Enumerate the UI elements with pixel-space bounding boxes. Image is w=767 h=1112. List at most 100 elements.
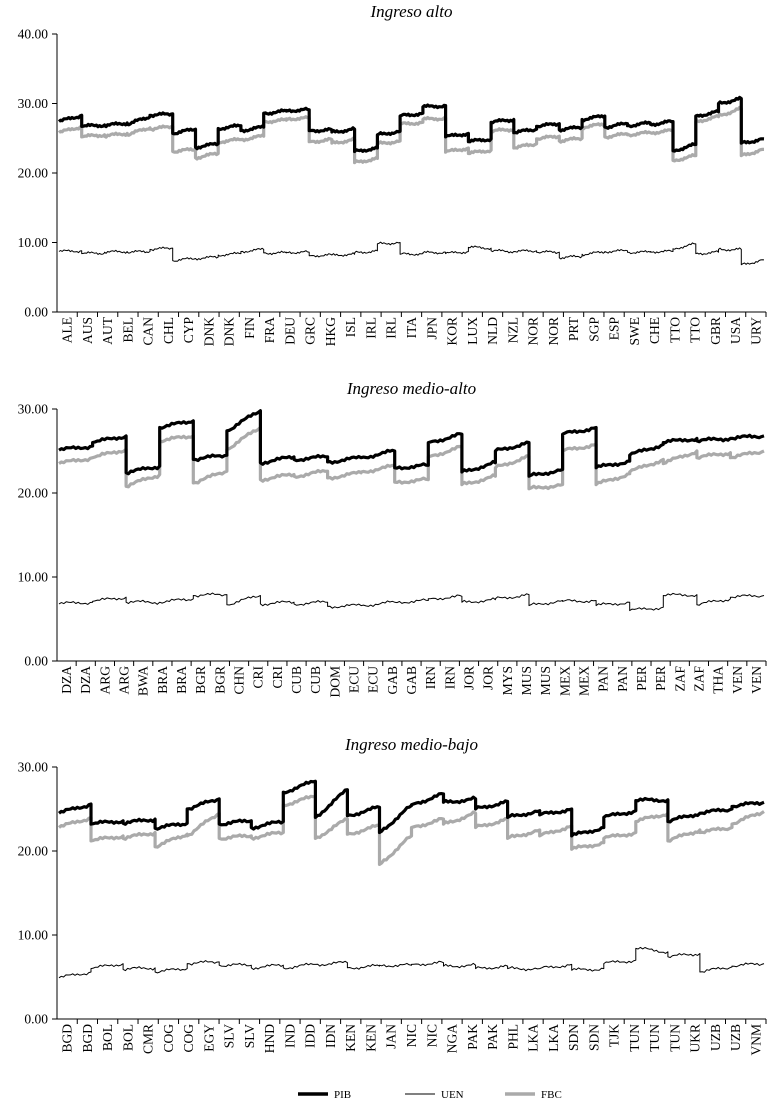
series-line-uen xyxy=(58,241,765,266)
x-tick-label: BEL xyxy=(120,317,135,343)
x-tick-label: GBR xyxy=(708,317,723,345)
x-tick-label: PER xyxy=(653,666,668,691)
x-tick-label: BGR xyxy=(212,666,227,694)
x-tick-label: UZB xyxy=(708,1024,723,1051)
x-tick-label: TUN xyxy=(647,1024,662,1052)
legend-label-pib: PIB xyxy=(334,1089,351,1101)
x-tick-label: TJK xyxy=(607,1024,622,1048)
x-tick-label: CHE xyxy=(647,317,662,344)
x-tick-label: ZAF xyxy=(672,666,687,692)
y-tick-label: 20.00 xyxy=(18,166,49,181)
x-tick-label: TUN xyxy=(667,1024,682,1052)
x-tick-label: GAB xyxy=(404,666,419,695)
x-tick-label: NLD xyxy=(485,317,500,345)
x-tick-label: IRL xyxy=(384,317,399,339)
x-tick-label: LUX xyxy=(465,317,480,345)
x-tick-label: PAK xyxy=(465,1024,480,1050)
x-tick-label: BOL xyxy=(120,1024,135,1051)
x-tick-label: TUN xyxy=(627,1024,642,1052)
x-tick-label: AUS xyxy=(80,317,95,344)
y-tick-label: 0.00 xyxy=(24,305,48,320)
x-tick-label: HND xyxy=(262,1024,277,1053)
x-tick-label: CRI xyxy=(270,666,285,689)
x-tick-label: NOR xyxy=(546,317,561,346)
x-tick-label: ECU xyxy=(366,666,381,693)
x-tick-label: MUS xyxy=(538,666,553,695)
x-tick-label: BWA xyxy=(136,666,151,696)
x-tick-label: SDN xyxy=(566,1024,581,1051)
x-tick-label: DEU xyxy=(282,317,297,345)
x-tick-label: UKR xyxy=(688,1024,703,1053)
x-tick-label: MUS xyxy=(519,666,534,695)
x-tick-label: THA xyxy=(711,666,726,694)
x-tick-label: KOR xyxy=(445,317,460,346)
x-tick-label: CUB xyxy=(289,666,304,694)
x-tick-label: CHN xyxy=(232,666,247,695)
x-tick-label: IND xyxy=(282,1024,297,1048)
x-tick-label: CHL xyxy=(161,317,176,344)
x-tick-label: SLV xyxy=(242,1024,257,1049)
y-tick-label: 0.00 xyxy=(24,654,48,669)
x-tick-label: SGP xyxy=(586,317,601,342)
x-tick-label: BGD xyxy=(60,1024,75,1053)
x-tick-label: IRN xyxy=(423,666,438,690)
x-tick-label: CRI xyxy=(251,666,266,689)
x-tick-label: NGA xyxy=(445,1024,460,1053)
x-tick-label: ARG xyxy=(97,666,112,695)
x-tick-label: BRA xyxy=(174,666,189,694)
x-tick-label: UZB xyxy=(728,1024,743,1051)
series-line-fbc xyxy=(57,105,764,165)
legend: PIB UEN FBC xyxy=(298,1089,562,1101)
y-tick-label: 20.00 xyxy=(18,844,49,859)
y-tick-label: 10.00 xyxy=(18,235,49,250)
x-tick-label: IDN xyxy=(323,1024,338,1048)
x-tick-label: SDN xyxy=(586,1024,601,1051)
x-tick-label: LKA xyxy=(546,1024,561,1052)
x-tick-label: COG xyxy=(181,1024,196,1053)
x-tick-label: PAN xyxy=(615,666,630,692)
x-tick-label: BOL xyxy=(100,1024,115,1051)
x-tick-label: IDD xyxy=(303,1024,318,1048)
x-tick-label: ECU xyxy=(347,666,362,693)
x-tick-label: ISL xyxy=(343,317,358,337)
x-tick-label: NZL xyxy=(505,317,520,343)
x-tick-label: LKA xyxy=(526,1024,541,1052)
legend-label-uen: UEN xyxy=(441,1089,464,1101)
panel-title: Ingreso medio-bajo xyxy=(344,735,478,754)
x-tick-label: SWE xyxy=(627,317,642,346)
panel-2: Ingreso medio-alto 0.00 10.00 20.00 30.00 DZA… xyxy=(18,379,767,698)
x-tick-label: JAN xyxy=(384,1024,399,1049)
x-tick-label: IRN xyxy=(442,666,457,690)
x-tick-label: FIN xyxy=(242,317,257,339)
x-tick-label: PAN xyxy=(596,666,611,692)
x-tick-label: KEN xyxy=(363,1024,378,1052)
x-tick-label: DNK xyxy=(222,317,237,346)
x-tick-label: CAN xyxy=(141,317,156,346)
y-tick-label: 30.00 xyxy=(18,760,49,775)
x-tick-label: ITA xyxy=(404,317,419,339)
series-line-pib xyxy=(58,409,765,478)
x-tick-label: CYP xyxy=(181,317,196,343)
y-tick-label: 10.00 xyxy=(18,570,49,585)
x-tick-label: NIC xyxy=(424,1024,439,1047)
x-tick-label: USA xyxy=(728,317,743,344)
x-tick-label: AUT xyxy=(100,316,115,344)
x-tick-label: NOR xyxy=(526,317,541,346)
series-line-pib xyxy=(58,779,765,838)
x-tick-label: EGY xyxy=(201,1024,216,1052)
panel-3: Ingreso medio-bajo 0.00 10.00 20.00 30.00 BGD… xyxy=(18,735,767,1056)
x-tick-label: TTO xyxy=(688,317,703,343)
x-tick-label: FRA xyxy=(262,317,277,344)
x-tick-label: PRT xyxy=(566,316,581,341)
x-tick-label: ALE xyxy=(60,317,75,343)
panel-title: Ingreso alto xyxy=(369,2,452,21)
y-tick-label: 30.00 xyxy=(18,96,49,111)
x-tick-label: PAK xyxy=(485,1024,500,1050)
x-tick-label: VEN xyxy=(749,666,764,694)
x-tick-label: GRC xyxy=(303,317,318,345)
x-tick-label: VNM xyxy=(748,1024,763,1056)
y-tick-label: 40.00 xyxy=(18,27,49,42)
series-line-uen xyxy=(58,946,765,979)
x-tick-label: HKG xyxy=(323,317,338,346)
